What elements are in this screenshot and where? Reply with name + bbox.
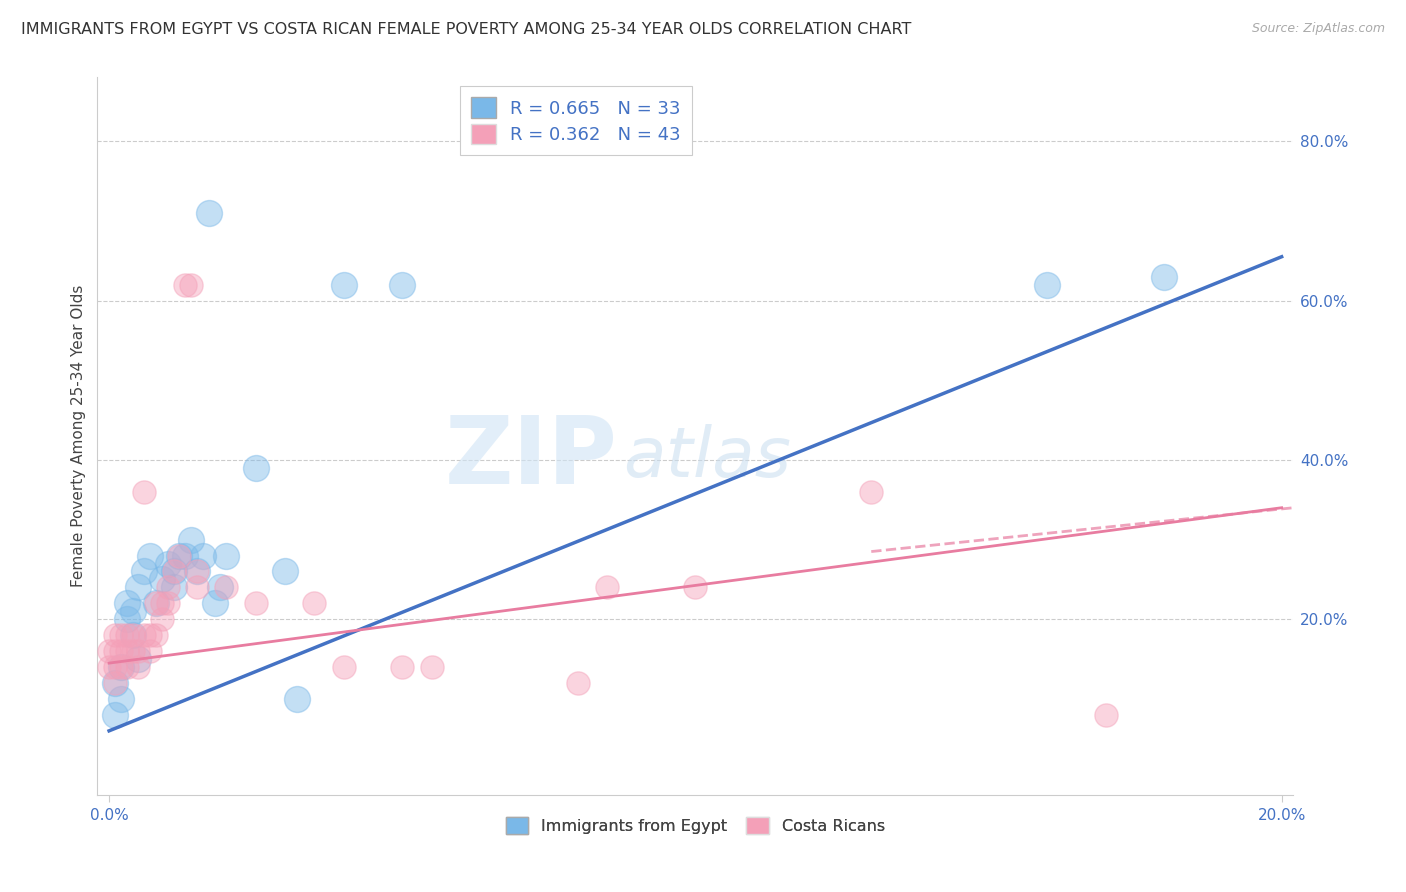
Point [115,644,138,658]
Point [150,596,173,610]
Point [209,581,232,595]
Point [596,581,619,595]
Point [115,660,138,674]
Point [134,565,156,579]
Point [110,660,132,674]
Point [162,565,184,579]
Point [127,652,149,666]
Point [104,707,127,722]
Point [145,596,167,610]
Point [285,692,308,706]
Point [274,565,297,579]
Point [121,628,143,642]
Point [245,596,267,610]
Point [139,549,162,563]
Point [134,484,156,499]
Text: atlas: atlas [624,424,792,491]
Point [145,596,167,610]
Point [215,549,238,563]
Point [685,581,707,595]
Legend: Immigrants from Egypt, Costa Ricans: Immigrants from Egypt, Costa Ricans [499,810,891,840]
Point [169,549,191,563]
Point [139,628,162,642]
Point [127,644,149,658]
Point [197,206,219,220]
Point [391,277,413,292]
Point [104,660,127,674]
Text: IMMIGRANTS FROM EGYPT VS COSTA RICAN FEMALE POVERTY AMONG 25-34 YEAR OLDS CORREL: IMMIGRANTS FROM EGYPT VS COSTA RICAN FEM… [21,22,911,37]
Point [150,573,173,587]
Point [98,660,121,674]
Point [104,676,127,690]
Point [860,484,883,499]
Y-axis label: Female Poverty Among 25-34 Year Olds: Female Poverty Among 25-34 Year Olds [72,285,86,587]
Point [110,692,132,706]
Point [127,581,149,595]
Point [104,628,127,642]
Point [245,461,267,475]
Point [156,557,179,571]
Point [110,644,132,658]
Point [104,676,127,690]
Point [332,277,354,292]
Point [98,644,121,658]
Point [1094,707,1116,722]
Point [174,277,197,292]
Point [174,549,197,563]
Point [121,628,143,642]
Point [162,565,184,579]
Point [332,660,354,674]
Point [391,660,413,674]
Point [180,277,202,292]
Point [204,596,226,610]
Point [156,581,179,595]
Point [420,660,443,674]
Point [150,612,173,626]
Point [567,676,589,690]
Point [115,612,138,626]
Point [121,604,143,618]
Point [145,628,167,642]
Point [121,644,143,658]
Point [139,644,162,658]
Point [186,565,208,579]
Point [110,660,132,674]
Point [1036,277,1059,292]
Point [186,565,208,579]
Point [215,581,238,595]
Point [115,628,138,642]
Point [162,581,184,595]
Point [191,549,214,563]
Point [127,660,149,674]
Point [110,628,132,642]
Point [115,596,138,610]
Point [104,644,127,658]
Point [186,581,208,595]
Text: Source: ZipAtlas.com: Source: ZipAtlas.com [1251,22,1385,36]
Text: ZIP: ZIP [444,411,617,503]
Point [156,596,179,610]
Point [180,533,202,547]
Point [1153,269,1175,284]
Point [169,549,191,563]
Point [134,628,156,642]
Point [304,596,326,610]
